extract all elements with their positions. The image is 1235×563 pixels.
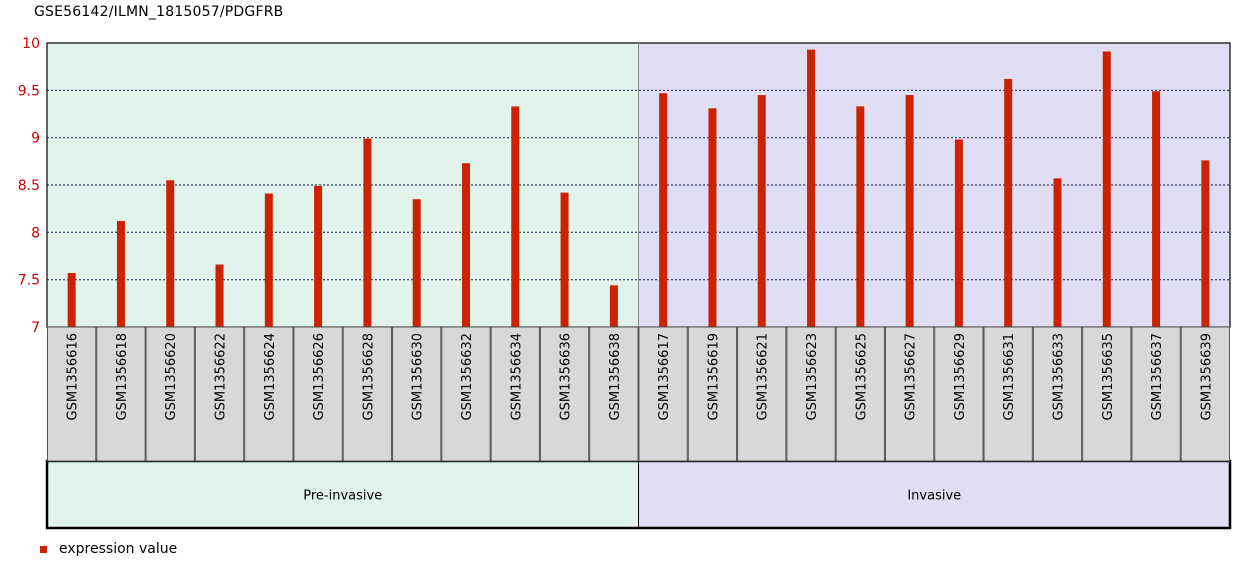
bar <box>560 192 569 327</box>
sample-label: GSM1356621 <box>756 333 771 420</box>
sample-label: GSM1356619 <box>706 333 721 420</box>
bar <box>856 106 865 327</box>
sample-label-box <box>96 326 146 462</box>
bar <box>807 49 816 327</box>
sample-label: GSM1356637 <box>1150 333 1165 420</box>
sample-label-box <box>342 326 393 462</box>
bars <box>67 49 1210 328</box>
sample-label: GSM1356623 <box>805 333 820 420</box>
bar <box>412 199 421 327</box>
sample-label-box <box>194 326 245 462</box>
sample-label: GSM1356618 <box>115 333 130 420</box>
bar <box>757 95 766 327</box>
sample-label: GSM1356622 <box>214 333 229 420</box>
y-tick-labels: 7 7.5 8 8.5 9 9.5 10 <box>18 36 40 336</box>
sample-label-box <box>1180 326 1231 462</box>
legend-swatch <box>40 545 47 553</box>
y-tick-label: 8 <box>31 225 40 241</box>
sample-label-box <box>1082 326 1132 462</box>
group-label: Pre-invasive <box>303 489 382 504</box>
sample-label: GSM1356636 <box>559 333 574 420</box>
bar <box>659 93 668 327</box>
sample-label-box <box>737 326 787 462</box>
bar <box>67 273 76 327</box>
sample-label-box <box>884 326 935 462</box>
sample-label: GSM1356626 <box>312 333 327 420</box>
bar <box>363 138 372 327</box>
bar <box>215 264 224 327</box>
sample-labels: GSM1356616 GSM1356618 GSM1356620 GSM1356622… <box>47 326 1231 462</box>
sample-label-box <box>392 326 442 462</box>
bar <box>116 220 125 327</box>
sample-label: GSM1356635 <box>1101 333 1116 420</box>
chart-title: GSE56142/ILMN_1815057/PDGFRB <box>34 4 284 20</box>
sample-label-box <box>1131 326 1181 462</box>
bar <box>1102 51 1111 328</box>
sample-label-box <box>934 326 984 462</box>
sample-label: GSM1356616 <box>66 333 81 420</box>
gridlines <box>47 89 1230 281</box>
sample-label-box <box>589 326 639 462</box>
sample-label: GSM1356624 <box>263 333 278 420</box>
y-tick-label: 8.5 <box>18 178 40 194</box>
sample-label: GSM1356631 <box>1002 333 1017 420</box>
sample-label: GSM1356617 <box>657 333 672 420</box>
sample-label-box <box>441 326 491 462</box>
sample-label-box <box>786 326 836 462</box>
group-band-0 <box>47 461 639 528</box>
group-band-1 <box>638 461 1230 528</box>
sample-label-box <box>638 326 688 462</box>
bar <box>1004 78 1013 328</box>
bar <box>1152 91 1161 327</box>
y-tick-label: 7 <box>31 320 40 336</box>
bar <box>461 163 470 327</box>
bar <box>708 108 717 327</box>
sample-label: GSM1356620 <box>164 333 179 420</box>
bar <box>264 193 273 327</box>
bar <box>314 185 323 327</box>
sample-label-box <box>490 326 540 462</box>
bar <box>1053 178 1062 327</box>
sample-label: GSM1356625 <box>854 333 869 420</box>
sample-label-box <box>983 326 1033 462</box>
bar <box>905 95 914 327</box>
sample-label: GSM1356639 <box>1199 333 1214 420</box>
sample-label-box <box>244 326 294 462</box>
y-tick-label: 10 <box>22 36 40 52</box>
sample-label-box <box>687 326 738 462</box>
sample-label-box <box>145 326 195 462</box>
legend-label: expression value <box>59 541 178 557</box>
sample-label: GSM1356632 <box>460 333 475 420</box>
bar <box>166 180 175 327</box>
group-label: Invasive <box>907 489 961 504</box>
sample-label: GSM1356627 <box>904 333 919 420</box>
bar <box>1201 160 1210 327</box>
bar <box>511 106 520 327</box>
y-tick-label: 9 <box>31 131 40 147</box>
y-tick-label: 9.5 <box>18 83 40 99</box>
group-labels: Pre-invasive Invasive <box>303 489 961 504</box>
bar <box>954 139 963 327</box>
sample-label: GSM1356630 <box>411 333 426 420</box>
sample-label: GSM1356628 <box>361 333 376 420</box>
sample-label-box <box>835 326 885 462</box>
sample-label-box <box>1032 326 1083 462</box>
sample-label-box <box>47 326 97 462</box>
legend: expression value <box>40 541 177 557</box>
bar <box>609 285 618 327</box>
sample-label: GSM1356633 <box>1051 333 1066 420</box>
y-tick-label: 7.5 <box>18 273 40 289</box>
sample-label-box <box>293 326 343 462</box>
sample-label: GSM1356629 <box>953 333 968 420</box>
sample-label-box <box>539 326 590 462</box>
sample-label: GSM1356634 <box>509 333 524 420</box>
sample-label: GSM1356638 <box>608 333 623 420</box>
